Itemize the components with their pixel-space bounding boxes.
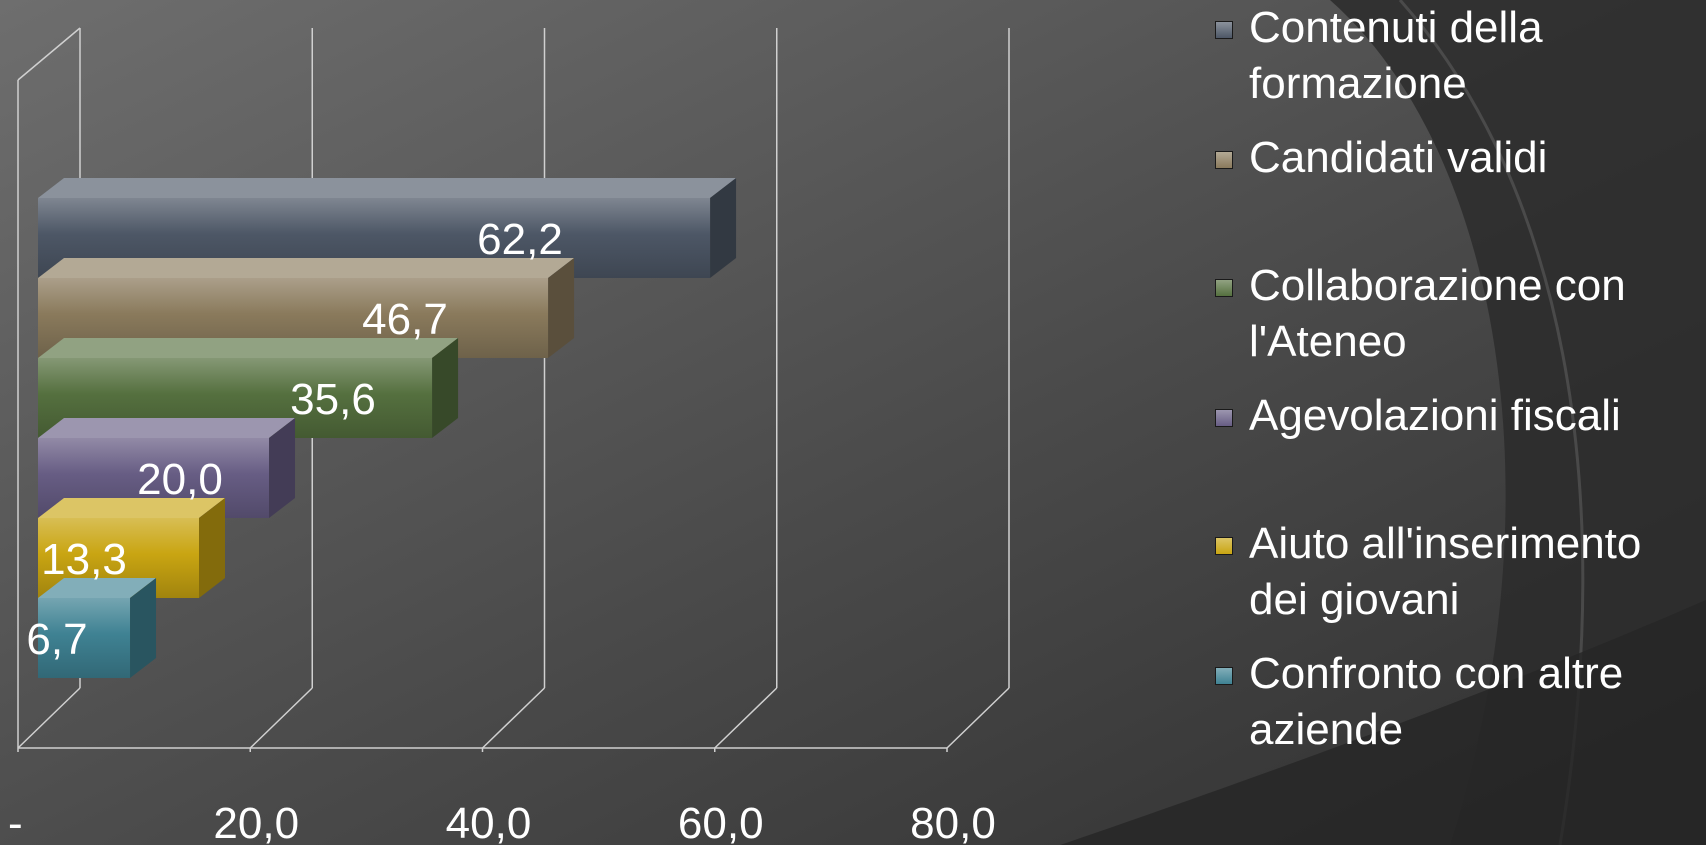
x-tick-label: 80,0 — [910, 799, 996, 845]
data-label: 46,7 — [362, 295, 448, 344]
bar-6 — [38, 578, 157, 678]
floor-gridline — [17, 687, 81, 749]
legend-item: Collaborazione con l'Ateneo — [1215, 258, 1689, 370]
data-label: 20,0 — [137, 455, 223, 504]
bar-top-face — [38, 178, 737, 198]
legend-swatch — [1215, 279, 1233, 297]
chart-bars — [38, 178, 737, 678]
legend-item: Agevolazioni fiscali — [1215, 388, 1689, 444]
legend-swatch — [1215, 409, 1233, 427]
side-wall-top-edge — [17, 27, 81, 81]
bar-front-face — [38, 598, 131, 678]
legend-item: Aiuto all'inserimento dei giovani — [1215, 516, 1689, 628]
bar-top-face — [38, 338, 459, 358]
legend-label: Collaborazione con l'Ateneo — [1249, 261, 1626, 366]
bar-side-face — [432, 338, 459, 438]
legend-label: Candidati validi — [1249, 133, 1548, 182]
x-tick-label: 60,0 — [678, 799, 764, 845]
bar-top-face — [38, 418, 296, 438]
bar-top-face — [38, 498, 226, 518]
x-tick-label: - — [8, 799, 23, 845]
data-label: 13,3 — [41, 535, 127, 584]
bar-side-face — [710, 178, 737, 278]
bar-chart: 62,246,735,620,013,36,7 -20,0 40,0 60,0 80,… — [8, 27, 1010, 845]
bar-side-face — [130, 578, 157, 678]
floor-gridline — [249, 687, 313, 749]
legend-label: Contenuti della formazione — [1249, 3, 1543, 108]
data-label: 62,2 — [477, 215, 563, 264]
x-tick-label: 20,0 — [213, 799, 299, 845]
bar-top-face — [38, 258, 575, 278]
x-tick-label: 40,0 — [446, 799, 532, 845]
bar-side-face — [269, 418, 296, 518]
floor-gridline — [714, 687, 778, 749]
bar-side-face — [548, 258, 575, 358]
legend-swatch — [1215, 151, 1233, 169]
chart-x-axis-ticks: - 20,0 40,0 60,0 80,0 — [8, 799, 996, 845]
legend-swatch — [1215, 21, 1233, 39]
legend-swatch — [1215, 537, 1233, 555]
legend-label: Aiuto all'inserimento dei giovani — [1249, 519, 1642, 624]
legend-swatch — [1215, 667, 1233, 685]
bar-side-face — [199, 498, 226, 598]
chart-data-labels: 62,2 46,7 35,6 20,013,3 6,7 — [26, 215, 562, 664]
floor-gridline — [481, 687, 546, 749]
legend-label: Confronto con altre aziende — [1249, 649, 1624, 754]
floor-gridline — [946, 687, 1010, 749]
legend-label: Agevolazioni fiscali — [1249, 391, 1621, 440]
data-label: 35,6 — [290, 375, 376, 424]
legend-item: Contenuti della formazione — [1215, 0, 1689, 112]
data-label: 6,7 — [26, 615, 87, 664]
bar-top-face — [38, 578, 157, 598]
legend-item: Candidati validi — [1215, 130, 1689, 186]
legend-item: Confronto con altre aziende — [1215, 646, 1689, 758]
